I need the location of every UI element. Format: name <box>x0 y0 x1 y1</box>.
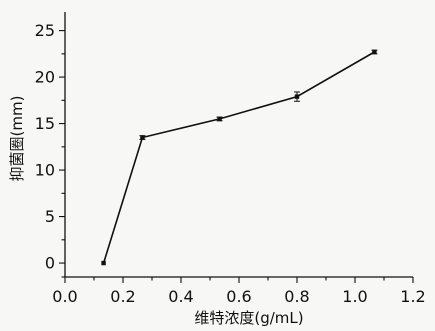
x-tick-label: 0.0 <box>52 287 77 306</box>
data-point <box>294 94 300 99</box>
y-tick-label: 20 <box>35 68 55 87</box>
x-tick-label: 0.2 <box>110 287 135 306</box>
axes <box>64 12 413 278</box>
y-tick-label: 15 <box>35 114 55 133</box>
data-point <box>372 49 377 55</box>
x-tick-label: 0.6 <box>226 287 251 306</box>
y-tick-label: 5 <box>45 207 55 226</box>
y-tick-label: 0 <box>45 254 55 273</box>
y-tick-label: 10 <box>35 161 55 180</box>
series-layer <box>101 49 378 266</box>
y-axis-title: 抑菌圈(mm) <box>8 96 26 182</box>
x-tick-label: 0.8 <box>284 287 309 306</box>
x-tick-label: 1.2 <box>400 287 425 306</box>
data-point <box>140 135 145 140</box>
axis-ticks: 0.0 0.2 0.4 0.6 0.8 1.0 1.2 0 5 10 15 20 25 <box>35 21 426 306</box>
x-tick-label: 0.4 <box>168 287 193 306</box>
y-tick-label: 25 <box>35 21 55 40</box>
series-line <box>102 51 375 264</box>
data-point <box>217 116 222 122</box>
x-axis-title: 维特浓度(g/mL) <box>194 309 303 327</box>
data-point <box>101 260 106 266</box>
x-tick-label: 1.0 <box>342 287 367 306</box>
